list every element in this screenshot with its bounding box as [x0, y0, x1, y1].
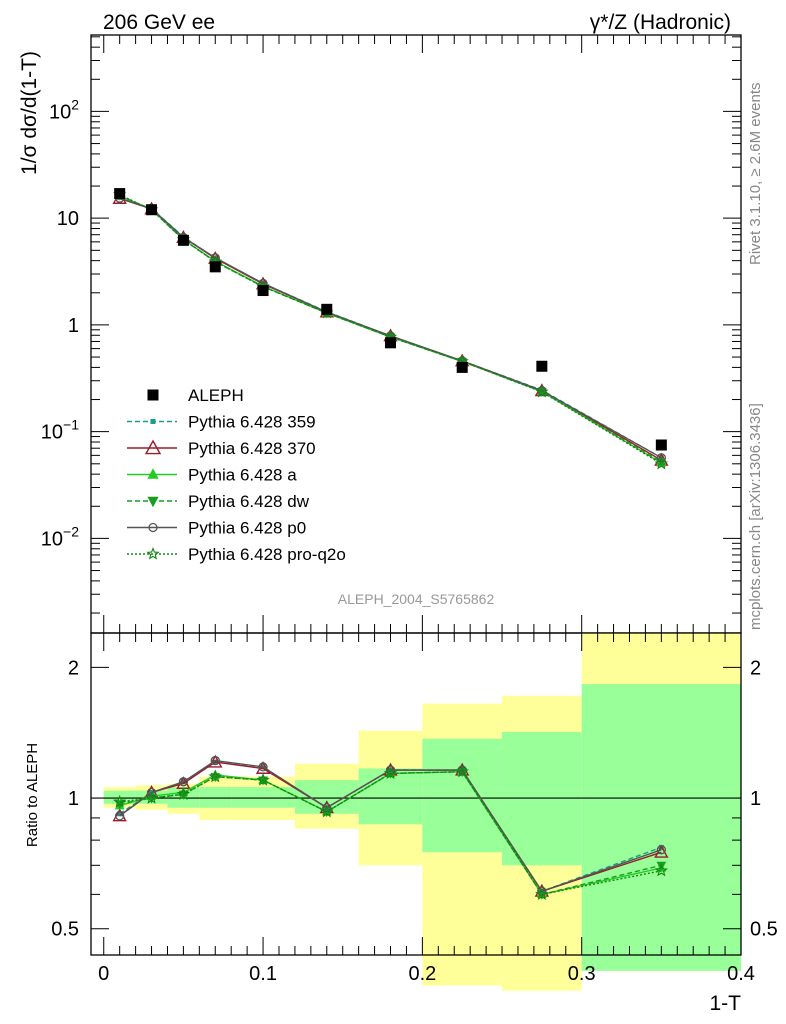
ratio-band-inner — [422, 738, 503, 853]
data-point — [385, 337, 397, 349]
ratio-plot-frame — [90, 632, 742, 956]
header-left-label: 206 GeV ee — [103, 11, 215, 34]
analysis-id-label: ALEPH_2004_S5765862 — [338, 591, 495, 607]
ratio-series-5-point — [112, 794, 127, 808]
main-y-tick-label: 1 — [68, 315, 79, 337]
legend-marker — [146, 546, 160, 560]
main-series-5-point — [535, 384, 549, 398]
legend-marker — [148, 522, 158, 533]
x-tick-label: 0.1 — [249, 963, 277, 985]
ratio-y-tick-label: 1 — [68, 788, 79, 810]
x-tick-label: 0 — [98, 963, 109, 985]
ratio-series-5-point — [256, 773, 270, 786]
legend-label: Pythia 6.428 dw — [188, 492, 310, 511]
ratio-series-4-point — [322, 803, 332, 813]
main-plot-panel: 10−2 10−1 1 10 102 ALEPH_2004_S5765862 ALEPH… — [18, 34, 742, 634]
x-axis-label: 1-T — [710, 992, 742, 1015]
ratio-y-tick-label: 2 — [68, 657, 79, 679]
legend-marker — [147, 389, 159, 401]
ratio-series-1-point — [255, 761, 271, 774]
ratio-series-5-point — [654, 863, 669, 877]
side-label-mcplots: mcplots.cern.ch [arXiv:1306.3436] — [747, 403, 764, 630]
legend-marker — [150, 419, 156, 424]
ratio-series-4-point — [146, 787, 157, 798]
ratio-series-1-point — [112, 808, 127, 822]
ratio-series-4-point — [537, 886, 547, 896]
main-y-tick-label: 102 — [49, 96, 79, 123]
ratio-series-5-point — [535, 887, 549, 901]
y-axis-label-main: 1/σ dσ/d(1-T) — [18, 51, 41, 175]
ratio-series-3-point — [258, 776, 268, 786]
ratio-plot-panel: 0.5 0.5 1 1 2 2 0 0.1 0.2 0.3 0.4 Ratio to ALEPH 1… — [24, 632, 778, 1015]
data-point — [321, 303, 333, 315]
ratio-series-4-point — [210, 755, 220, 766]
y-axis-label-ratio: Ratio to ALEPH — [24, 743, 41, 847]
ratio-series-5-point — [455, 764, 469, 778]
ratio-series-4-point — [258, 762, 268, 772]
data-point — [146, 204, 158, 216]
main-y-tick-label: 10−2 — [41, 523, 79, 550]
ratio-band-inner — [581, 684, 741, 971]
ratio-series-line-4 — [119, 759, 662, 893]
ratio-y-tick-label: 0.5 — [51, 919, 79, 941]
data-point — [536, 360, 548, 372]
x-tick-label: 0.2 — [408, 963, 436, 985]
data-point — [209, 261, 221, 273]
x-tick-label: 0.4 — [727, 963, 755, 985]
main-series-4-point — [656, 453, 666, 463]
header-right-label: γ*/Z (Hadronic) — [590, 11, 731, 34]
data-point — [177, 234, 189, 246]
data-point — [114, 188, 126, 200]
x-tick-label: 0.3 — [568, 963, 596, 985]
ratio-series-4-point — [178, 777, 189, 787]
legend-marker — [147, 496, 159, 508]
legend-label: ALEPH — [188, 386, 244, 405]
main-series-line-5 — [119, 194, 662, 465]
legend-marker — [147, 468, 159, 479]
ratio-series-4-point — [656, 845, 666, 855]
ratio-series-5-point — [176, 787, 190, 801]
data-point — [456, 361, 468, 373]
legend: ALEPH Pythia 6.428 359 Pythia 6.428 370 Pyt… — [127, 386, 346, 564]
side-label-rivet: Rivet 3.1.10, ≥ 2.6M events — [747, 83, 764, 266]
ratio-series-0-point — [117, 811, 123, 817]
data-point — [257, 285, 269, 297]
ratio-band-inner — [231, 787, 295, 808]
ratio-y-tick-label-right: 2 — [750, 657, 761, 679]
legend-label: Pythia 6.428 a — [188, 466, 297, 485]
main-y-tick-label: 10−1 — [41, 417, 79, 444]
ratio-series-5-point — [208, 769, 222, 783]
main-series-line-4 — [119, 197, 662, 459]
ratio-series-line-5 — [119, 770, 662, 896]
legend-label: Pythia 6.428 359 — [188, 413, 316, 432]
main-series-5-point — [654, 456, 669, 470]
ratio-y-tick-label-right: 0.5 — [750, 919, 778, 941]
data-point — [655, 439, 667, 451]
legend-label: Pythia 6.428 p0 — [188, 519, 306, 538]
ratio-series-5-point — [144, 791, 159, 804]
legend-marker — [144, 439, 162, 455]
legend-label: Pythia 6.428 pro-q2o — [188, 545, 346, 564]
ratio-series-5-point — [320, 804, 334, 818]
legend-label: Pythia 6.428 370 — [188, 439, 316, 458]
ratio-series-5-point — [383, 766, 398, 779]
main-y-tick-label: 10 — [57, 208, 79, 230]
ratio-series-4-point — [115, 811, 125, 821]
ratio-band-inner — [199, 787, 232, 808]
ratio-y-tick-label-right: 1 — [750, 788, 761, 810]
